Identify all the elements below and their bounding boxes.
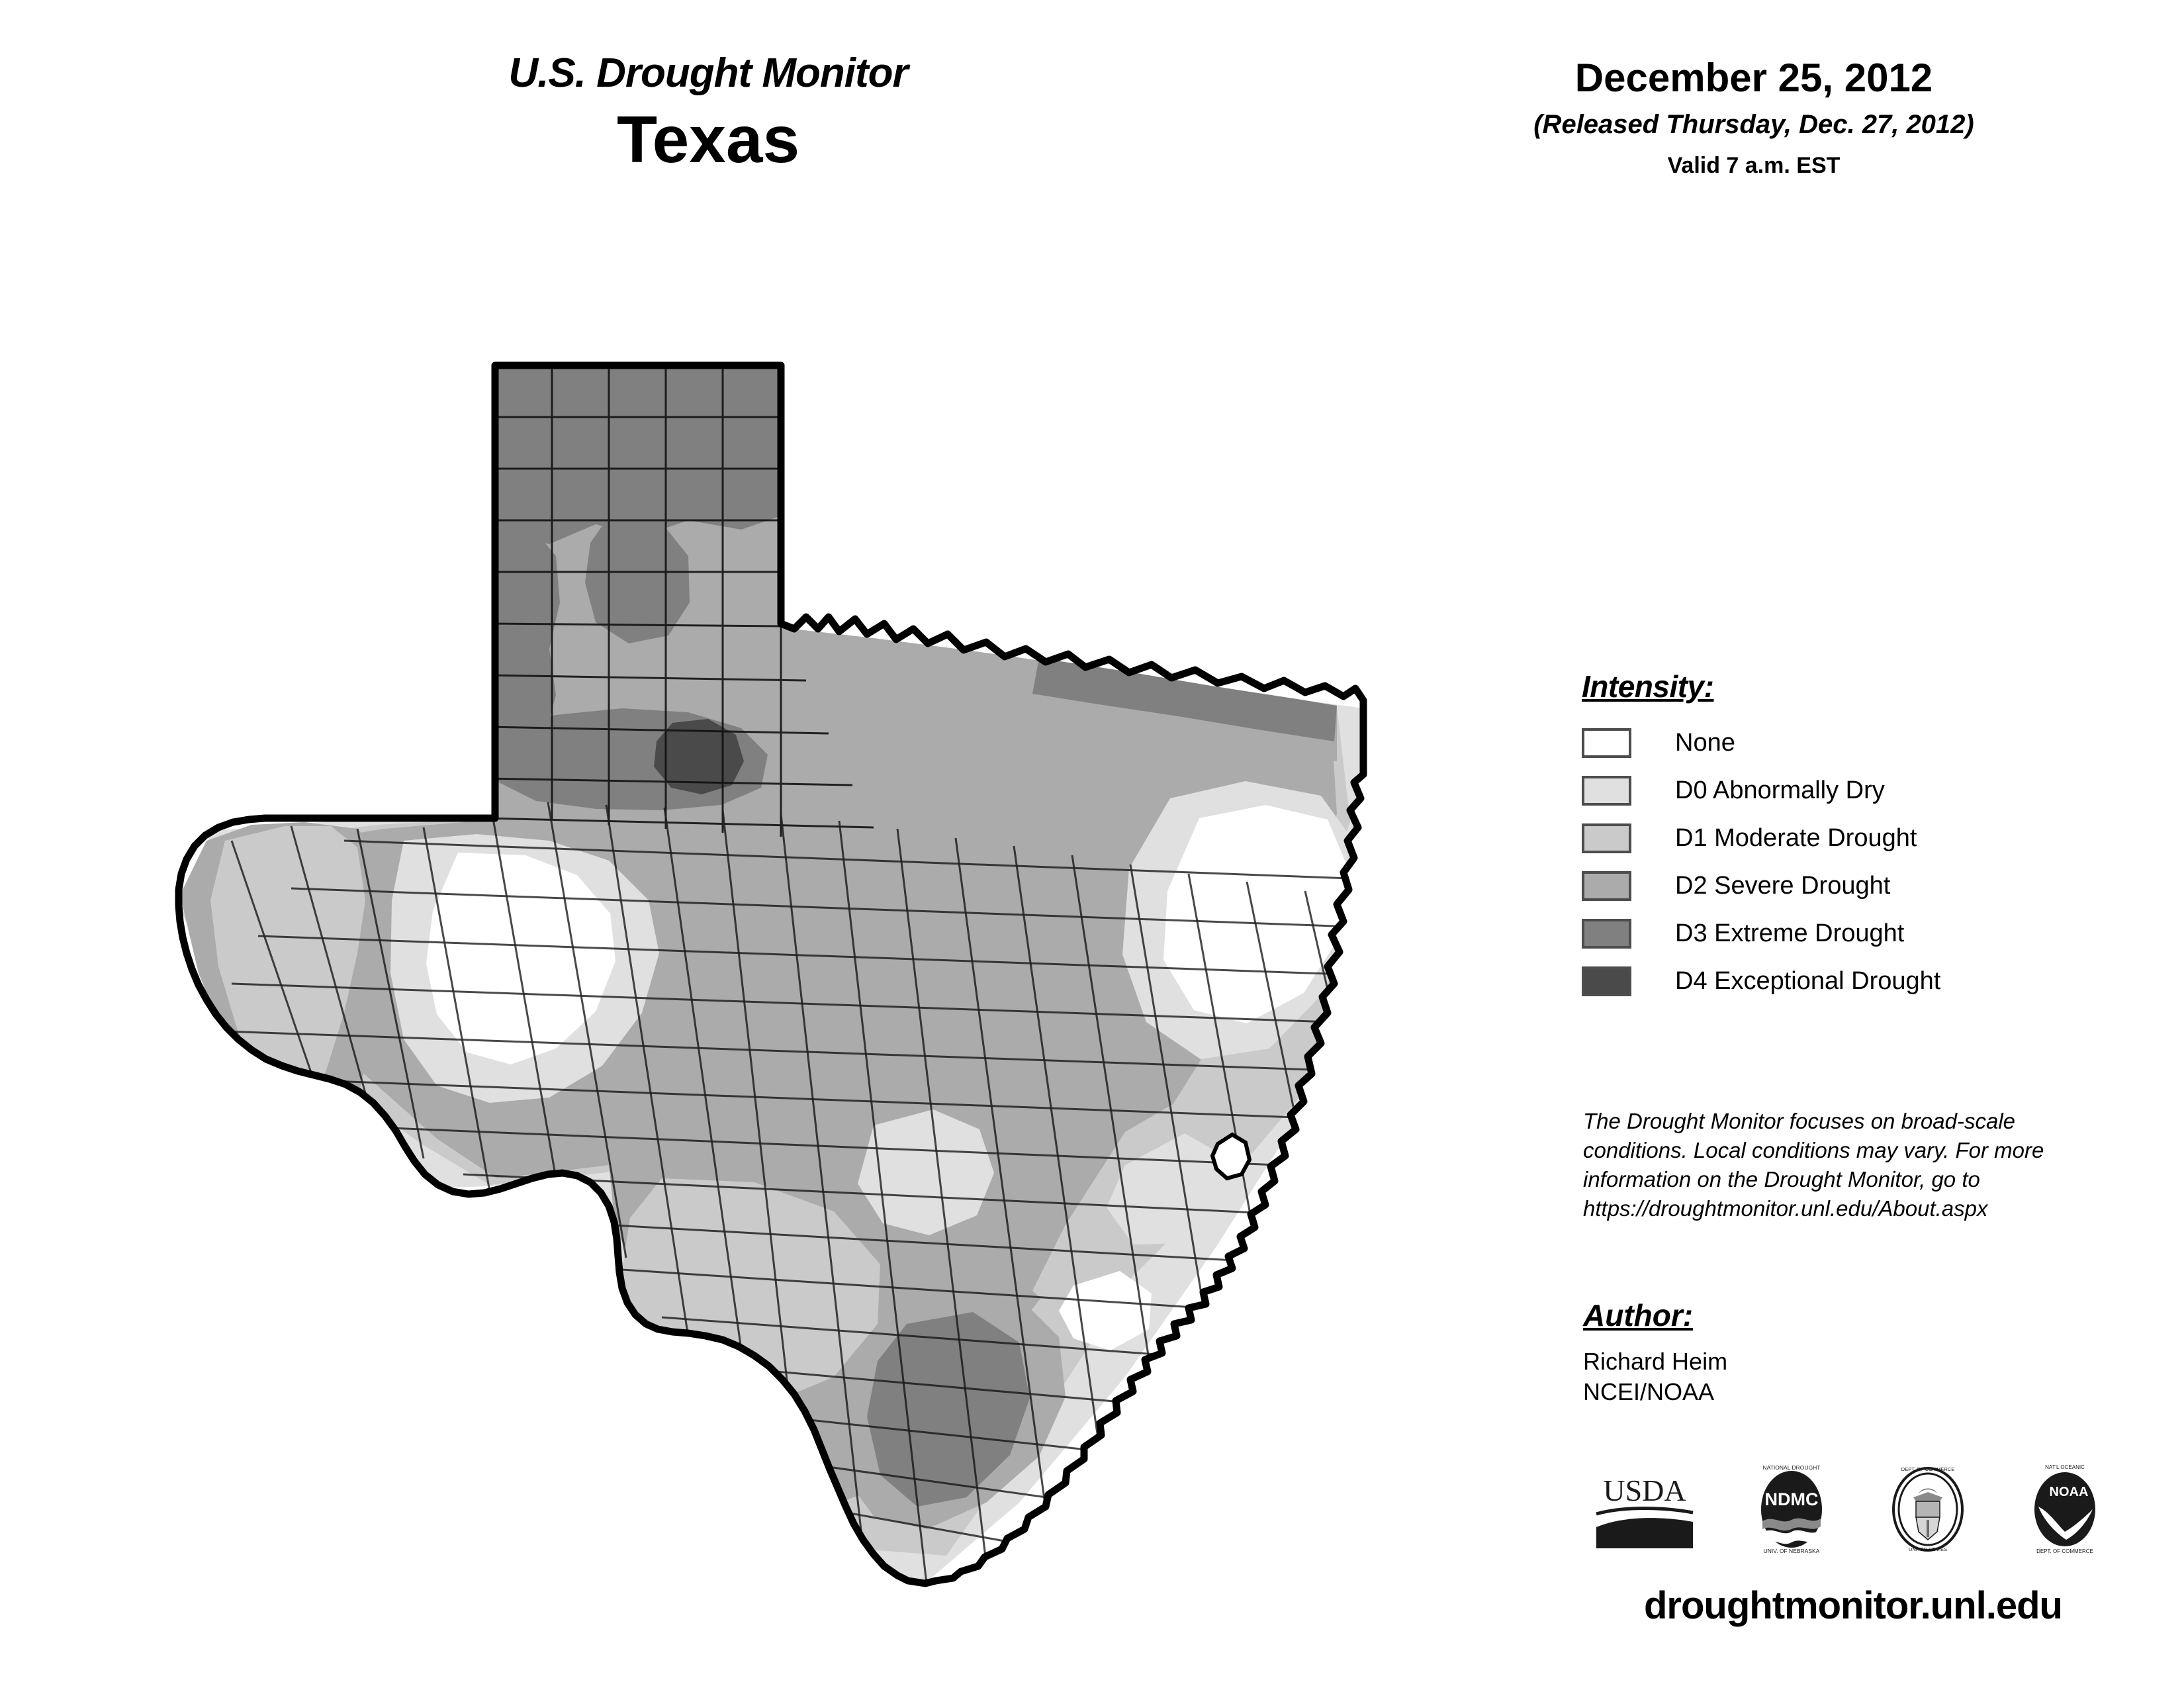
release-date: (Released Thursday, Dec. 27, 2012) — [1533, 110, 1974, 139]
legend-heading: Intensity: — [1582, 669, 1714, 704]
header-left: U.S. Drought Monitor Texas — [371, 53, 1046, 178]
legend: Intensity: None D0 Abnormally Dry D1 Mod… — [1582, 669, 2105, 1005]
legend-swatch-d3 — [1582, 918, 1631, 949]
legend-swatch-d2 — [1582, 870, 1631, 901]
intensity-layer-d2-northcentral-halo — [819, 765, 1126, 1041]
svg-text:UNITED STATES: UNITED STATES — [1909, 1546, 1947, 1552]
legend-label-none: None — [1675, 729, 1735, 757]
intensity-layer-d3-panhandle-n2 — [495, 367, 780, 544]
intensity-layer-d3-southtx — [867, 1312, 1030, 1507]
author-affiliation: NCEI/NOAA — [1583, 1378, 1715, 1406]
svg-text:NOAA: NOAA — [2050, 1485, 2089, 1499]
valid-time: Valid 7 a.m. EST — [1667, 153, 1841, 178]
program-title: U.S. Drought Monitor — [508, 50, 908, 96]
legend-swatch-d4 — [1582, 966, 1631, 996]
disclaimer-line-1: The Drought Monitor focuses on broad-sca… — [1583, 1109, 2016, 1133]
intensity-layer-d0-hillcountry — [858, 1109, 994, 1235]
noaa-logo: NOAA NAT'L OCEANIC DEPT. OF COMMERCE — [2034, 1464, 2095, 1554]
svg-text:UNIV. OF NEBRASKA: UNIV. OF NEBRASKA — [1763, 1548, 1819, 1554]
author-block: Author: Richard Heim NCEI/NOAA — [1583, 1297, 2046, 1407]
doc-seal-icon: DEPT. OF COMMERCE UNITED STATES — [1892, 1466, 1964, 1552]
logo-strip: USDA NDMC NATIONAL DROUGHT UNIV. OF NEBR… — [1588, 1456, 2111, 1562]
svg-text:DEPT. OF COMMERCE: DEPT. OF COMMERCE — [1901, 1466, 1954, 1472]
svg-text:DEPT. OF COMMERCE: DEPT. OF COMMERCE — [2036, 1548, 2093, 1554]
legend-label-d3: D3 Extreme Drought — [1675, 919, 1905, 947]
legend-label-d2: D2 Severe Drought — [1675, 872, 1891, 900]
state-outline — [175, 361, 1367, 1587]
svg-text:USDA: USDA — [1603, 1474, 1686, 1507]
valid-date: December 25, 2012 — [1574, 56, 1933, 100]
legend-row-d2[interactable]: D2 Severe Drought — [1582, 862, 2105, 910]
disclaimer-text: The Drought Monitor focuses on broad-sca… — [1583, 1107, 2113, 1223]
legend-row-d4[interactable]: D4 Exceptional Drought — [1582, 957, 2105, 1005]
author-heading: Author: — [1583, 1298, 1694, 1333]
author-name: Richard Heim — [1583, 1348, 1728, 1375]
legend-label-d4: D4 Exceptional Drought — [1675, 967, 1941, 995]
legend-row-d0[interactable]: D0 Abnormally Dry — [1582, 767, 2105, 814]
texas-drought-map[interactable] — [93, 318, 1476, 1589]
county-boundaries — [224, 367, 1363, 1583]
legend-row-d3[interactable]: D3 Extreme Drought — [1582, 910, 2105, 957]
legend-swatch-none — [1582, 727, 1631, 758]
disclaimer-url[interactable]: https://droughtmonitor.unl.edu/About.asp… — [1583, 1196, 1988, 1221]
intensity-layer-none-transpecos2 — [426, 853, 615, 1064]
intensity-layer-d3-redriver — [1032, 658, 1337, 741]
footer-url[interactable]: droughtmonitor.unl.edu — [1643, 1584, 2063, 1627]
disclaimer-line-3: information on the Drought Monitor, go t… — [1583, 1166, 1980, 1192]
galveston-bay — [1210, 1132, 1252, 1181]
intensity-layer-d4-panhandle — [654, 719, 744, 794]
legend-label-d1: D1 Moderate Drought — [1675, 824, 1917, 852]
legend-swatch-d1 — [1582, 823, 1631, 853]
header-right: December 25, 2012 (Released Thursday, De… — [1410, 58, 2098, 179]
usda-logo: USDA — [1596, 1474, 1694, 1548]
legend-row-none[interactable]: None — [1582, 719, 2105, 767]
svg-text:NATIONAL DROUGHT: NATIONAL DROUGHT — [1762, 1464, 1820, 1471]
svg-text:NAT'L OCEANIC: NAT'L OCEANIC — [2045, 1464, 2085, 1470]
region-title: Texas — [616, 103, 800, 177]
svg-text:NDMC: NDMC — [1764, 1489, 1818, 1509]
legend-row-d1[interactable]: D1 Moderate Drought — [1582, 814, 2105, 862]
legend-label-d0: D0 Abnormally Dry — [1675, 776, 1885, 804]
texas-map-svg[interactable] — [93, 318, 1476, 1589]
disclaimer-line-2: conditions. Local conditions may vary. F… — [1583, 1137, 2044, 1162]
intensity-layer-d3-panhandle-mid — [585, 516, 690, 643]
ndmc-logo: NDMC NATIONAL DROUGHT UNIV. OF NEBRASKA — [1760, 1464, 1822, 1554]
legend-swatch-d0 — [1582, 775, 1631, 806]
intensity-layer-d2-centralwest — [638, 982, 835, 1172]
